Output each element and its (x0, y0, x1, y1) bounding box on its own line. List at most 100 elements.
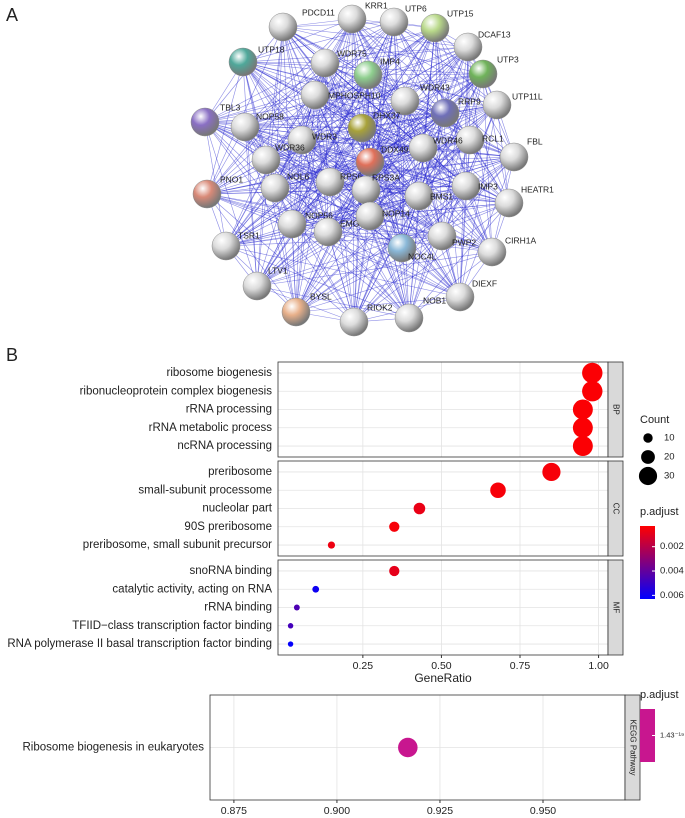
edge (244, 112, 446, 128)
edge (204, 21, 395, 123)
edge (327, 231, 443, 237)
edge (295, 185, 467, 313)
edge (295, 247, 403, 313)
node-label: KRR1 (365, 0, 388, 10)
node-label: PDCD11 (302, 7, 335, 17)
node (404, 181, 434, 211)
edge (329, 73, 484, 183)
node (355, 147, 385, 177)
legend-label: 0.002 (660, 541, 684, 552)
node (337, 4, 367, 34)
node (355, 201, 385, 231)
dot (327, 541, 336, 549)
y-tick-label: ribonucleoprotein complex biogenesis (80, 385, 273, 397)
edge (242, 61, 461, 298)
node-label: DDX49 (381, 144, 409, 154)
edge (282, 26, 303, 141)
y-tick-label: rRNA binding (204, 602, 272, 614)
y-tick-label: rRNA metabolic process (149, 422, 273, 434)
y-tick-label: nucleolar part (202, 503, 272, 515)
edge (408, 112, 446, 319)
node-label: RRP9 (458, 96, 481, 106)
y-tick-label: preribosome (208, 466, 272, 478)
x-tick-label: 0.75 (510, 660, 531, 672)
edge (393, 21, 446, 114)
edge (329, 112, 446, 183)
edge (282, 26, 469, 48)
node (482, 90, 512, 120)
edge (291, 195, 420, 225)
dot (582, 381, 603, 402)
edge (314, 94, 329, 233)
edge (206, 27, 436, 195)
legend-label: 30 (664, 471, 675, 482)
node (313, 217, 343, 247)
node-label: DCAF13 (478, 29, 511, 39)
node-label: BMS1 (430, 191, 453, 201)
edge (242, 61, 443, 237)
node-label: DHX37 (373, 110, 401, 120)
edge (367, 74, 493, 253)
edge (256, 251, 493, 287)
x-axis-title: GeneRatio (414, 671, 472, 685)
x-tick-label: 0.875 (221, 805, 247, 817)
edge (225, 231, 329, 247)
edge (367, 74, 403, 249)
node-label: WDR46 (433, 135, 463, 145)
edge (459, 185, 467, 298)
node (268, 12, 298, 42)
edge (242, 61, 369, 76)
node-label: DIEXF (472, 278, 497, 288)
node (420, 13, 450, 43)
node-label: WDR36 (275, 142, 305, 152)
edge (225, 245, 410, 319)
edge (274, 27, 436, 189)
edge (459, 104, 498, 298)
legend-title: Count (640, 414, 669, 426)
node (408, 133, 438, 163)
dot (490, 482, 506, 499)
edge (206, 193, 443, 237)
node (242, 271, 272, 301)
facet-strip (607, 559, 624, 656)
node (315, 167, 345, 197)
x-tick-label: 0.950 (530, 805, 556, 817)
edge (401, 185, 467, 249)
node (379, 7, 409, 37)
dot (287, 641, 294, 647)
node-label: MPHOSPH10 (328, 90, 381, 100)
edge (256, 285, 410, 319)
dot (582, 362, 603, 384)
facet-label: KEGG Pathway (628, 719, 637, 775)
dot (572, 417, 593, 438)
edge (329, 181, 410, 319)
edge (295, 235, 443, 313)
y-tick-label: preribosome, small subunit precursor (83, 539, 272, 551)
y-tick-label: small-subunit processome (138, 484, 272, 496)
legend-title: p.adjust (640, 506, 679, 518)
edge (314, 94, 406, 102)
edge (408, 251, 493, 319)
node (230, 112, 260, 142)
edge (369, 112, 446, 217)
node (390, 86, 420, 116)
node-label: RCL1 (482, 133, 504, 143)
legend-title: p.adjust (640, 689, 679, 701)
edge (353, 147, 424, 323)
edge (324, 62, 498, 106)
edge (242, 61, 329, 233)
node (277, 209, 307, 239)
edge (295, 100, 406, 313)
node-label: UTP3 (497, 54, 519, 64)
node (300, 80, 330, 110)
facet-label: BP (611, 404, 620, 415)
edge (225, 159, 267, 247)
legend-label: 1.43⁻¹⁹ (660, 730, 684, 739)
edge (265, 159, 403, 249)
edge (327, 139, 471, 233)
node-label: NOP58 (256, 111, 284, 121)
edge (404, 100, 443, 237)
edge (434, 27, 446, 114)
node-label: IMP3 (478, 181, 498, 191)
